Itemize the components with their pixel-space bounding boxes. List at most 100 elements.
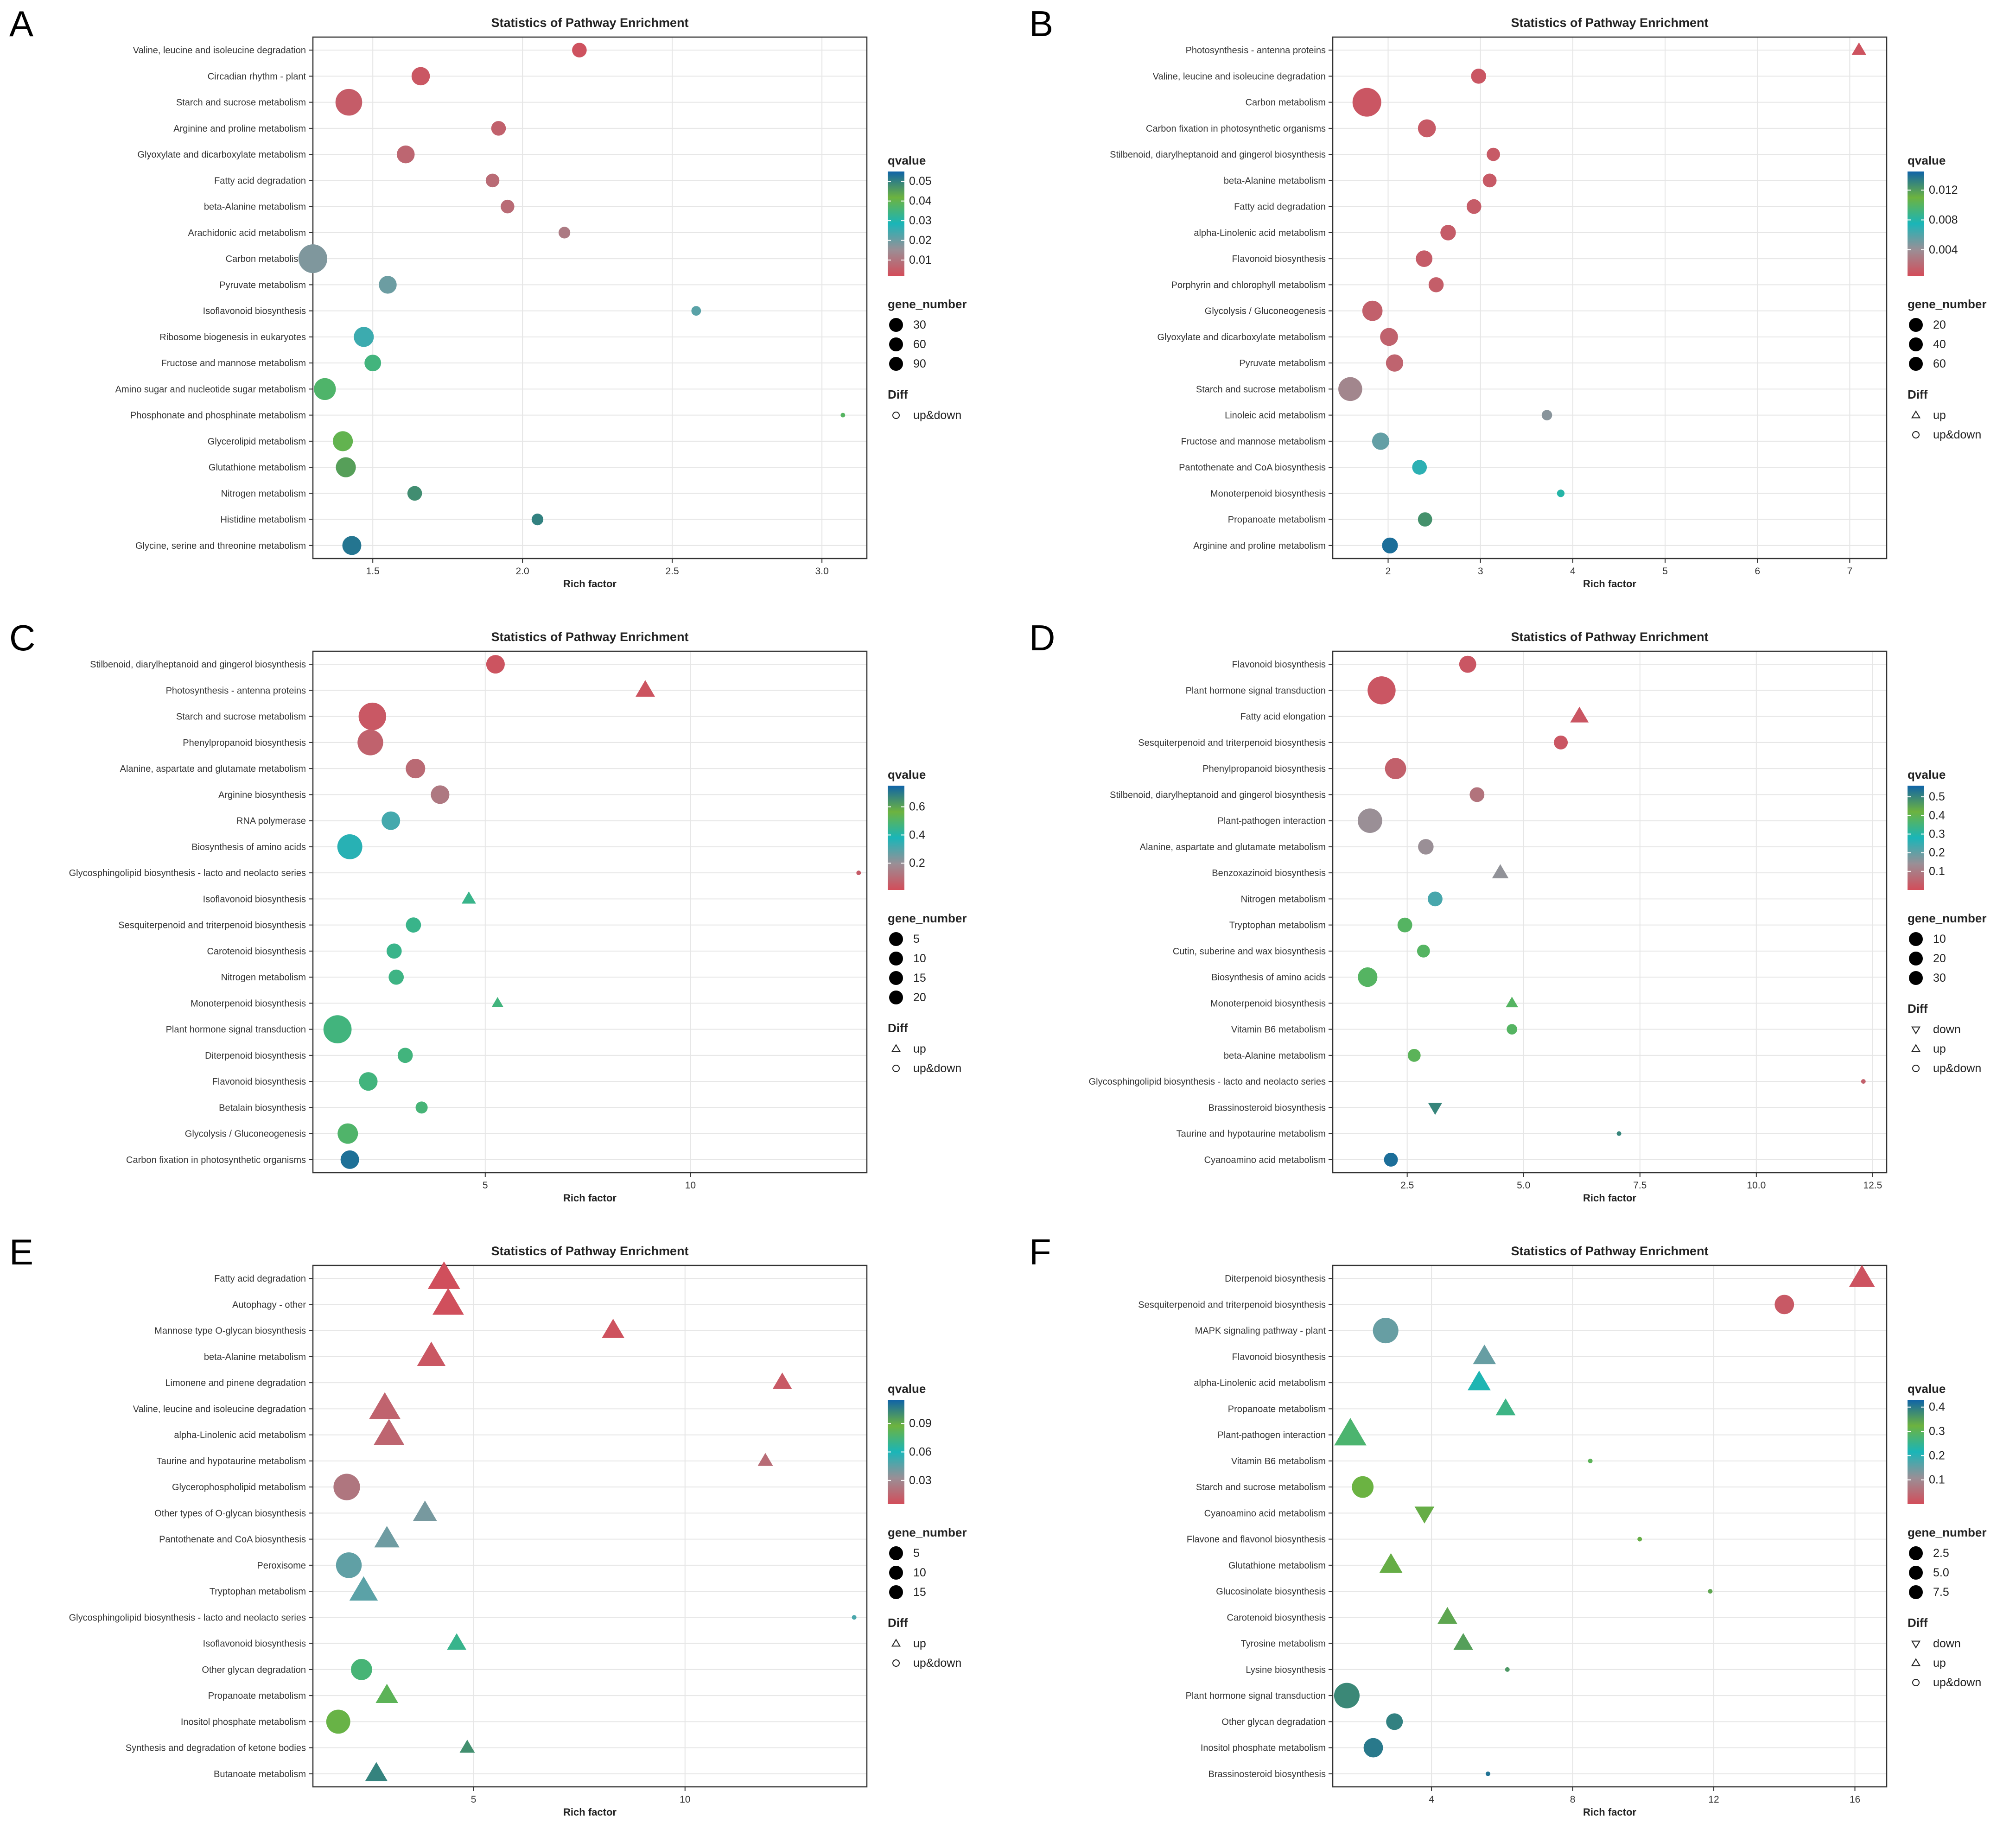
- pathway-label: Glycolysis / Gluconeogenesis: [185, 1129, 306, 1139]
- data-point: [351, 1659, 372, 1680]
- data-point: [1380, 328, 1398, 346]
- data-point: [1485, 1771, 1490, 1776]
- chart-title: Statistics of Pathway Enrichment: [491, 630, 688, 644]
- data-point: [558, 227, 571, 239]
- pathway-label: Fatty acid elongation: [1240, 712, 1326, 722]
- gene-size-label: 40: [1933, 338, 1946, 351]
- pathway-label: Photosynthesis - antenna proteins: [166, 686, 306, 696]
- pathway-label: Glycerophospholipid metabolism: [172, 1482, 306, 1493]
- pathway-label: Pantothenate and CoA biosynthesis: [159, 1535, 306, 1545]
- x-tick-label: 3: [1478, 566, 1483, 577]
- pathway-label: Valine, leucine and isoleucine degradati…: [133, 1404, 306, 1414]
- colorbar-tick-label: 0.03: [909, 214, 932, 227]
- pathway-label: Histidine metabolism: [220, 515, 306, 525]
- data-point: [1385, 758, 1406, 779]
- plot-border: [1332, 1264, 1888, 1788]
- pathway-label: Stilbenoid, diarylheptanoid and gingerol…: [1110, 790, 1326, 800]
- gene-size-label: 5: [913, 1547, 920, 1560]
- data-point: [406, 759, 426, 779]
- data-point: [1338, 377, 1362, 401]
- chart-title: Statistics of Pathway Enrichment: [1511, 1244, 1708, 1258]
- pathway-label: Glycine, serine and threonine metabolism: [135, 541, 306, 551]
- data-point: [1357, 808, 1382, 833]
- pathway-label: Peroxisome: [257, 1561, 306, 1571]
- pathway-label: Amino sugar and nucleotide sugar metabol…: [115, 384, 306, 394]
- gene-size-key: [1909, 1546, 1923, 1560]
- qvalue-colorbar: [1908, 786, 1924, 890]
- pathway-label: Sesquiterpenoid and triterpenoid biosynt…: [1138, 738, 1326, 748]
- pathway-label: Glyoxylate and dicarboxylate metabolism: [137, 150, 306, 160]
- data-point: [337, 834, 362, 859]
- gene-size-key: [889, 991, 903, 1004]
- colorbar-tick-label: 0.03: [909, 1474, 932, 1487]
- diff-label: up: [1933, 1042, 1946, 1055]
- pathway-label: Taurine and hypotaurine metabolism: [157, 1456, 306, 1467]
- legend-diff-title: Diff: [888, 1021, 908, 1035]
- data-point: [1473, 1344, 1496, 1365]
- plot-border: [312, 650, 868, 1174]
- pathway-label: Pantothenate and CoA biosynthesis: [1179, 463, 1326, 473]
- pathway-label: Benzoxazinoid biosynthesis: [1212, 868, 1326, 878]
- colorbar-tick-label: 0.06: [909, 1446, 932, 1459]
- x-axis-title: Rich factor: [1583, 1806, 1636, 1818]
- legend-qvalue-title: qvalue: [1908, 768, 1946, 781]
- colorbar-tick-label: 0.3: [1929, 827, 1945, 840]
- gridlines: [1333, 1265, 1887, 1787]
- pathway-label: Stilbenoid, diarylheptanoid and gingerol…: [90, 660, 306, 670]
- colorbar-tick-label: 0.4: [1929, 1401, 1945, 1414]
- pathway-label: Glycolysis / Gluconeogenesis: [1205, 306, 1326, 317]
- data-point: [1386, 1713, 1403, 1730]
- diff-shape-key: [1911, 410, 1921, 419]
- data-point: [1397, 917, 1412, 933]
- legend-qvalue-title: qvalue: [888, 768, 926, 781]
- data-point: [1554, 735, 1568, 750]
- pathway-label: Valine, leucine and isoleucine degradati…: [133, 45, 306, 56]
- pathway-label: Flavone and flavonol biosynthesis: [1187, 1535, 1326, 1545]
- pathway-label: Phenylpropanoid biosynthesis: [1202, 764, 1326, 774]
- pathway-label: Arachidonic acid metabolism: [188, 228, 306, 238]
- pathway-label: Starch and sucrose metabolism: [1196, 1482, 1326, 1493]
- data-point: [1453, 1633, 1473, 1650]
- pathway-label: Fatty acid degradation: [214, 1274, 306, 1284]
- pathway-label: Carotenoid biosynthesis: [1227, 1613, 1326, 1623]
- data-point: [357, 730, 383, 756]
- x-tick-label: 7: [1847, 566, 1852, 577]
- data-point: [1428, 891, 1443, 907]
- data-point: [840, 413, 846, 418]
- diff-label: up: [913, 1637, 926, 1650]
- diff-label: up&down: [1933, 1062, 1981, 1075]
- pathway-label: Tyrosine metabolism: [1241, 1639, 1326, 1649]
- gene-size-key: [889, 1546, 903, 1560]
- data-point: [1506, 997, 1519, 1008]
- pathway-label: Nitrogen metabolism: [221, 972, 306, 983]
- gene-size-key: [889, 952, 903, 965]
- data-point: [1414, 1506, 1435, 1524]
- pathway-label: Isoflavonoid biosynthesis: [203, 1639, 306, 1649]
- data-point: [1418, 839, 1434, 855]
- data-point: [340, 1150, 359, 1169]
- pathway-label: Synthesis and degradation of ketone bodi…: [126, 1743, 306, 1753]
- colorbar-tick-label: 0.1: [1929, 865, 1945, 878]
- diff-shape-key: [1912, 431, 1920, 438]
- legend-gene-title: gene_number: [888, 297, 967, 311]
- pathway-label: Glycosphingolipid biosynthesis - lacto a…: [1089, 1077, 1326, 1087]
- colorbar-tick-label: 0.004: [1929, 243, 1958, 256]
- data-point: [354, 327, 374, 347]
- legend-gene-title: gene_number: [1908, 911, 1987, 925]
- gene-size-label: 60: [1933, 357, 1946, 370]
- colorbar-tick-label: 0.1: [1929, 1474, 1945, 1486]
- diff-label: down: [1933, 1023, 1961, 1036]
- data-point: [772, 1372, 792, 1389]
- data-point: [635, 680, 655, 697]
- data-point: [1708, 1589, 1713, 1594]
- pathway-label: alpha-Linolenic acid metabolism: [174, 1430, 306, 1441]
- x-tick-label: 4: [1429, 1794, 1434, 1805]
- data-point: [1358, 967, 1378, 987]
- x-axis-title: Rich factor: [1583, 578, 1636, 590]
- pathway-label: Limonene and pinene degradation: [165, 1378, 306, 1388]
- pathway-label: Betalain biosynthesis: [219, 1103, 306, 1113]
- x-tick-label: 1.5: [366, 566, 380, 577]
- diff-shape-key: [1912, 1065, 1920, 1072]
- data-point: [485, 173, 500, 188]
- data-point: [1469, 787, 1485, 802]
